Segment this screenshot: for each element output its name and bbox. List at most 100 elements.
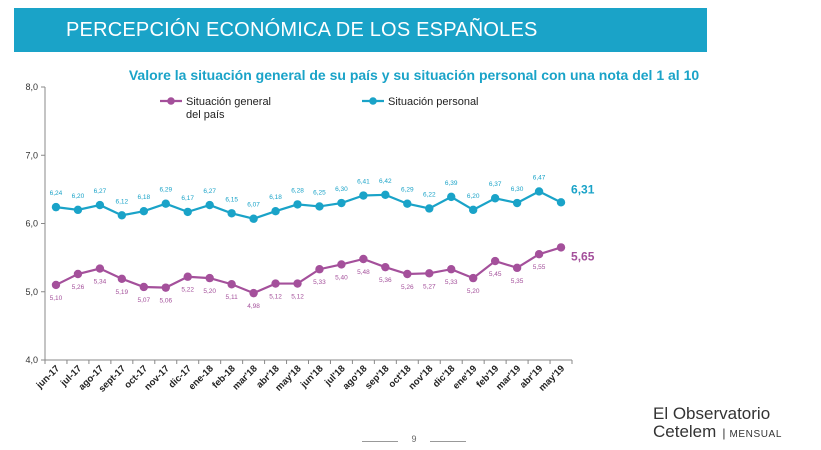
data-point bbox=[117, 211, 127, 220]
brand-logo: El Observatorio Cetelem | MENSUAL bbox=[653, 405, 818, 444]
data-point bbox=[51, 280, 61, 290]
data-point bbox=[381, 262, 390, 272]
data-label: 5,07 bbox=[137, 297, 150, 304]
data-point bbox=[227, 209, 236, 218]
data-point bbox=[139, 282, 149, 292]
data-point bbox=[293, 200, 302, 209]
data-point bbox=[447, 265, 456, 274]
data-label: 6,18 bbox=[269, 194, 282, 201]
data-point bbox=[95, 200, 105, 210]
data-label: 6,18 bbox=[137, 194, 150, 201]
page-footer: 9 bbox=[362, 434, 466, 446]
data-point bbox=[293, 279, 302, 288]
x-tick-label: sep'18 bbox=[363, 363, 391, 391]
x-tick-label: ene'19 bbox=[451, 363, 479, 391]
data-point bbox=[425, 269, 434, 278]
data-point bbox=[337, 260, 346, 269]
data-label: 6,27 bbox=[94, 188, 107, 195]
data-label: 6,29 bbox=[401, 187, 414, 194]
data-label: 6,30 bbox=[511, 186, 524, 193]
data-point bbox=[425, 204, 434, 213]
data-point bbox=[205, 273, 214, 283]
data-label: 4,98 bbox=[247, 303, 260, 310]
data-point bbox=[512, 263, 522, 273]
data-point bbox=[403, 199, 412, 208]
x-tick-label: ago'18 bbox=[341, 363, 370, 392]
data-point bbox=[534, 250, 544, 259]
data-label: 5,55 bbox=[533, 264, 546, 271]
data-point bbox=[315, 265, 324, 274]
data-point bbox=[556, 198, 566, 207]
data-label: 6,27 bbox=[203, 188, 216, 195]
data-label: 6,42 bbox=[379, 178, 392, 185]
series-line-general bbox=[55, 246, 562, 295]
data-point bbox=[271, 279, 280, 288]
legend-marker bbox=[167, 97, 175, 105]
data-point bbox=[512, 198, 522, 208]
data-label: 6,12 bbox=[116, 198, 129, 205]
data-label: 6,20 bbox=[72, 193, 85, 200]
header-bar: PERCEPCIÓN ECONÓMICA DE LOS ESPAÑOLES bbox=[14, 8, 707, 52]
data-point bbox=[95, 264, 105, 273]
x-tick-label: jun'18 bbox=[298, 363, 326, 391]
data-label: 6,22 bbox=[423, 191, 436, 198]
brand-tagline: MENSUAL bbox=[729, 429, 782, 440]
footer-rule-right bbox=[430, 441, 466, 442]
data-point bbox=[271, 207, 280, 216]
legend-label: Situación general bbox=[186, 96, 271, 108]
data-label: 6,20 bbox=[467, 193, 480, 200]
data-point bbox=[249, 288, 258, 298]
data-label: 5,33 bbox=[445, 279, 458, 286]
data-point bbox=[139, 207, 149, 216]
data-point bbox=[359, 191, 368, 200]
data-point bbox=[183, 272, 192, 281]
data-point bbox=[73, 269, 83, 279]
data-point bbox=[73, 205, 83, 215]
x-tick-label: nov'18 bbox=[407, 363, 436, 392]
data-label: 5,34 bbox=[94, 279, 107, 286]
data-label: 5,35 bbox=[511, 278, 524, 285]
data-label: 5,10 bbox=[50, 295, 63, 302]
brand-subline: Cetelem | MENSUAL bbox=[653, 423, 818, 444]
data-point bbox=[51, 202, 61, 212]
data-point bbox=[183, 207, 192, 217]
brand-separator: | bbox=[722, 426, 726, 440]
legend-label: Situación personal bbox=[388, 96, 479, 108]
footer-rule-left bbox=[362, 441, 398, 442]
data-label: 6,41 bbox=[357, 179, 370, 186]
data-label-latest: 5,65 bbox=[571, 249, 595, 263]
data-point bbox=[468, 205, 478, 215]
chart-title: Valore la situación general de su país y… bbox=[129, 67, 700, 83]
page-number: 9 bbox=[411, 434, 417, 444]
data-point bbox=[490, 256, 500, 266]
data-point bbox=[359, 254, 368, 264]
data-point bbox=[468, 273, 478, 283]
data-label: 5,36 bbox=[379, 277, 392, 284]
data-label: 6,28 bbox=[291, 187, 304, 194]
data-label: 6,30 bbox=[335, 186, 348, 193]
y-tick-label: 6,0 bbox=[25, 219, 38, 229]
data-label: 6,47 bbox=[533, 174, 546, 181]
data-label: 5,12 bbox=[291, 294, 304, 301]
y-tick-label: 5,0 bbox=[25, 287, 38, 297]
y-tick-label: 4,0 bbox=[25, 355, 38, 365]
data-point bbox=[227, 280, 236, 289]
x-tick-label: jun-17 bbox=[34, 363, 62, 391]
data-label: 5,48 bbox=[357, 269, 370, 276]
data-label: 5,26 bbox=[72, 284, 85, 291]
data-label: 6,24 bbox=[50, 190, 63, 197]
legend-label: del país bbox=[186, 109, 225, 121]
series-line-personal bbox=[55, 190, 562, 220]
data-point bbox=[161, 283, 170, 292]
data-point bbox=[403, 269, 412, 279]
brand-name: El Observatorio bbox=[653, 404, 771, 423]
data-label: 5,26 bbox=[401, 284, 414, 291]
data-label: 6,29 bbox=[159, 187, 172, 194]
data-label: 5,11 bbox=[226, 294, 239, 301]
page-title: PERCEPCIÓN ECONÓMICA DE LOS ESPAÑOLES bbox=[66, 19, 538, 41]
y-tick-label: 7,0 bbox=[25, 150, 38, 160]
data-point bbox=[117, 274, 127, 283]
data-label: 5,20 bbox=[467, 288, 480, 295]
data-label: 6,17 bbox=[181, 195, 194, 202]
